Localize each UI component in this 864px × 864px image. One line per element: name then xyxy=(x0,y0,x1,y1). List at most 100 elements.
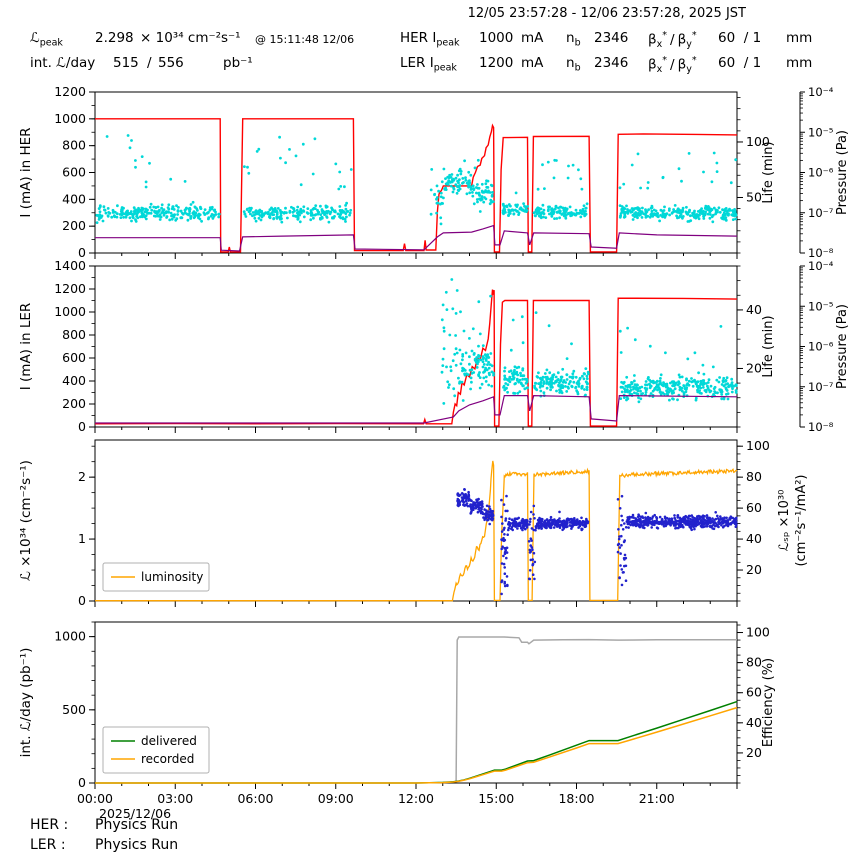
svg-text:80: 80 xyxy=(746,469,762,484)
current-symbol: I xyxy=(432,30,437,46)
svg-text:21:00: 21:00 xyxy=(639,791,675,806)
intlum-total: 556 xyxy=(158,55,184,71)
her-nb-value: 2346 xyxy=(594,30,629,46)
svg-text:80: 80 xyxy=(746,655,762,670)
her-ipeak-unit: mA xyxy=(521,30,544,46)
intlum-unit: pb⁻¹ xyxy=(223,55,253,71)
svg-text:0: 0 xyxy=(78,593,86,608)
svg-text:100: 100 xyxy=(746,625,770,640)
svg-text:1: 1 xyxy=(78,531,86,546)
svg-text:60: 60 xyxy=(746,500,762,515)
svg-text:10⁻⁶: 10⁻⁶ xyxy=(808,340,834,354)
current-subscript: peak xyxy=(436,37,460,49)
ler-ipeak-label: LER Ipeak xyxy=(400,55,457,74)
svg-text:recorded: recorded xyxy=(141,752,194,766)
svg-text:I (mA) in HER: I (mA) in HER xyxy=(18,127,34,217)
intlum-sep: / xyxy=(147,55,152,71)
svg-text:10⁻⁵: 10⁻⁵ xyxy=(808,125,834,139)
svg-text:600: 600 xyxy=(62,350,86,365)
svg-text:ℒ ×10³⁴ (cm⁻²s⁻¹): ℒ ×10³⁴ (cm⁻²s⁻¹) xyxy=(18,460,34,581)
plot-her: 0 200 400 600 800 1000 1200 I (mA) in HER 50 100L… xyxy=(18,84,850,260)
svg-text:luminosity: luminosity xyxy=(141,570,203,584)
series-efficiency xyxy=(455,636,737,783)
svg-text:(cm⁻²s⁻¹/mA²): (cm⁻²s⁻¹/mA²) xyxy=(794,474,809,566)
ler-nb-value: 2346 xyxy=(594,55,629,71)
svg-text:10⁻⁴: 10⁻⁴ xyxy=(808,85,834,99)
svg-text:10⁻⁷: 10⁻⁷ xyxy=(808,206,834,220)
her-beta-unit: mm xyxy=(786,30,813,46)
svg-text:Pressure (Pa): Pressure (Pa) xyxy=(835,304,850,389)
svg-text:Efficiency (%): Efficiency (%) xyxy=(761,658,776,747)
svg-text:40: 40 xyxy=(746,715,762,730)
her-ring-name: HER xyxy=(400,30,429,46)
svg-text:10⁻⁶: 10⁻⁶ xyxy=(808,166,834,180)
svg-text:0: 0 xyxy=(78,419,86,434)
svg-text:I (mA) in LER: I (mA) in LER xyxy=(18,303,34,391)
svg-text:18:00: 18:00 xyxy=(558,791,594,806)
legend-integrated: delivered recorded xyxy=(102,726,210,774)
her-mode-value: Physics Run xyxy=(95,817,179,833)
series-specific-luminosity xyxy=(456,488,738,596)
svg-text:ℒₛₚ ×10³⁰: ℒₛₚ ×10³⁰ xyxy=(777,490,792,552)
ler-mode-value: Physics Run xyxy=(95,837,179,853)
series-ler-lifetime xyxy=(440,278,738,405)
series-her-beam-current xyxy=(95,118,738,253)
svg-text:200: 200 xyxy=(62,218,86,233)
svg-text:500: 500 xyxy=(62,702,86,717)
lpeak-value: 2.298 xyxy=(95,30,134,46)
svg-text:int. ℒ/day (pb⁻¹): int. ℒ/day (pb⁻¹) xyxy=(18,648,34,758)
lpeak-label: ℒpeak xyxy=(30,30,63,49)
svg-text:100: 100 xyxy=(746,134,770,149)
svg-text:1200: 1200 xyxy=(54,84,86,99)
svg-text:1000: 1000 xyxy=(54,304,86,319)
ler-beta-values: 60 / 1 xyxy=(718,55,762,71)
svg-text:1400: 1400 xyxy=(54,258,86,273)
svg-text:50: 50 xyxy=(746,189,762,204)
plot-luminosity: 0 1 2 ℒ ×10³⁴ (cm⁻²s⁻¹) 20 40 60 80 100 ℒₛₚ ×10³⁰… xyxy=(18,438,809,608)
svg-text:40: 40 xyxy=(746,302,762,317)
svg-text:0: 0 xyxy=(78,775,86,790)
series-her-pressure xyxy=(95,224,738,252)
ler-beta-label: βx* / βy* xyxy=(648,55,697,76)
current-symbol: I xyxy=(429,55,434,71)
svg-text:600: 600 xyxy=(62,165,86,180)
her-nb-label: nb xyxy=(566,30,581,49)
svg-text:20: 20 xyxy=(746,745,762,760)
lpeak-symbol: ℒ xyxy=(30,30,40,46)
x-axis-date: 2025/12/06 xyxy=(99,806,171,821)
svg-text:100: 100 xyxy=(746,438,770,453)
ler-nb-label: nb xyxy=(566,55,581,74)
svg-text:400: 400 xyxy=(62,191,86,206)
svg-text:60: 60 xyxy=(746,685,762,700)
svg-text:06:00: 06:00 xyxy=(237,791,273,806)
plot-integrated: 00:00 03:00 06:00 09:00 12:00 15:00 18:00 21:00… xyxy=(18,621,776,821)
svg-text:1000: 1000 xyxy=(54,111,86,126)
ler-ipeak-unit: mA xyxy=(521,55,544,71)
ler-ring-name: LER xyxy=(400,55,426,71)
her-beta-values: 60 / 1 xyxy=(718,30,762,46)
svg-text:10⁻⁵: 10⁻⁵ xyxy=(808,299,834,313)
svg-text:20: 20 xyxy=(746,562,762,577)
ler-mode-label: LER : xyxy=(30,837,66,853)
legend-luminosity: luminosity xyxy=(102,562,210,592)
series-recorded xyxy=(95,706,738,784)
lpeak-timestamp: @ 15:11:48 12/06 xyxy=(255,33,355,46)
series-ler-beam-current xyxy=(94,289,738,427)
lpeak-subscript: peak xyxy=(39,37,63,49)
svg-text:Life (min): Life (min) xyxy=(761,315,776,377)
svg-text:09:00: 09:00 xyxy=(318,791,354,806)
svg-text:10⁻⁴: 10⁻⁴ xyxy=(808,259,834,273)
svg-text:1200: 1200 xyxy=(54,281,86,296)
svg-text:10⁻⁸: 10⁻⁸ xyxy=(808,420,834,434)
svg-text:15:00: 15:00 xyxy=(478,791,514,806)
current-subscript: peak xyxy=(433,62,457,74)
svg-text:2: 2 xyxy=(78,469,86,484)
svg-text:Life (min): Life (min) xyxy=(761,141,776,203)
plot-ler: 0 200 400 600 800 1000 1200 1400 I (mA) in LER 20… xyxy=(18,258,850,434)
svg-text:12:00: 12:00 xyxy=(398,791,434,806)
svg-text:00:00: 00:00 xyxy=(77,791,113,806)
svg-text:1000: 1000 xyxy=(54,629,86,644)
her-ipeak-value: 1000 xyxy=(479,30,514,46)
